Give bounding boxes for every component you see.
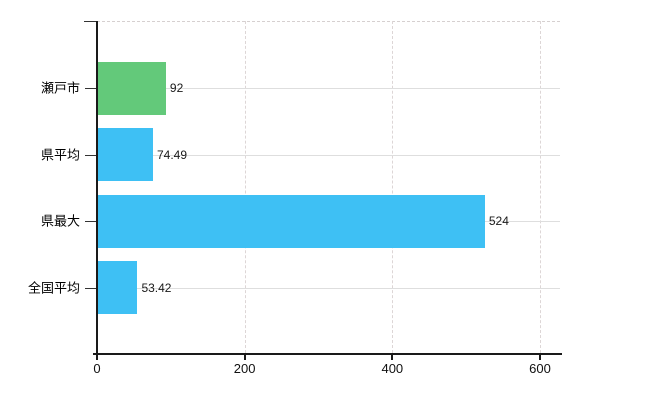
x-tick-label: 400 (381, 361, 404, 376)
x-gridline (540, 21, 541, 353)
bar (98, 194, 485, 248)
x-axis-tick (243, 355, 246, 360)
category-gridline (97, 287, 560, 289)
category-label: 県平均 (40, 147, 80, 162)
x-axis (93, 353, 562, 355)
x-tick-label: 600 (529, 361, 551, 376)
category-gridline (97, 88, 560, 89)
x-tick-label: 200 (233, 361, 256, 376)
category-label: 県最大 (40, 213, 80, 229)
bar-value-label: 53.42 (141, 280, 172, 295)
x-tick-label: 0 (93, 361, 101, 376)
x-axis-tick (391, 355, 394, 360)
bar-value-label: 524 (488, 214, 509, 228)
category-label: 全国平均 (27, 280, 80, 295)
x-axis-tick (539, 355, 541, 360)
bar (98, 261, 138, 314)
category-gridline (97, 154, 560, 156)
x-gridline (244, 21, 246, 353)
y-axis (96, 21, 98, 354)
x-gridline (392, 21, 394, 353)
category-tick (85, 88, 96, 89)
plot-top-border (97, 21, 560, 22)
bar-value-label: 74.49 (156, 147, 188, 162)
bar (98, 128, 153, 181)
bar-value-label: 92 (169, 81, 184, 95)
x-axis-tick (96, 355, 98, 360)
bar (98, 61, 166, 115)
axis-top-tick (84, 21, 96, 22)
category-tick (85, 154, 96, 156)
category-tick (85, 221, 96, 222)
category-label: 瀬戸市 (40, 80, 80, 96)
category-tick (85, 287, 96, 289)
